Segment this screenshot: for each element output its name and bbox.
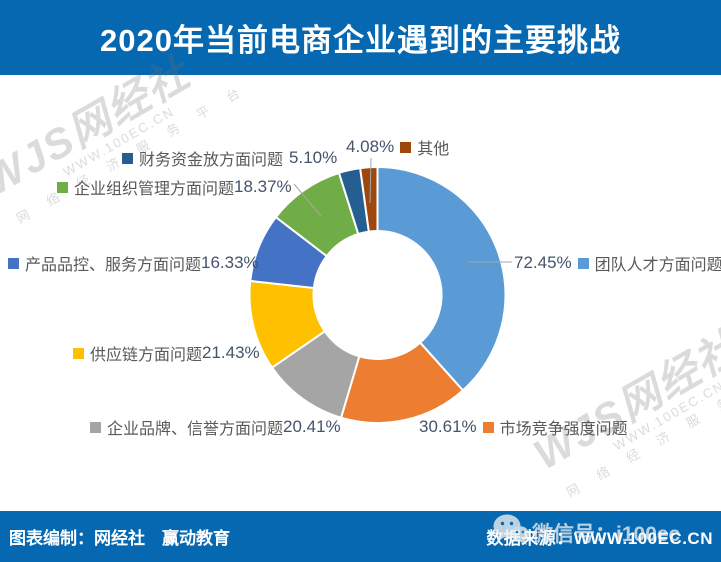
slice-label-finance-capital: 5.10% 财务资金放方面问题 (122, 146, 337, 170)
slice-label-org-management: 18.37% 企业组织管理方面问题 (57, 175, 292, 199)
slice-label-brand-reputation: 20.41% 企业品牌、信誉方面问题 (90, 415, 341, 439)
pie-slice-0 (376, 165, 507, 392)
slice-label-team-talent: 72.45% 团队人才方面问题 (514, 251, 721, 275)
slice-label-other: 4.08% 其他 (346, 135, 449, 159)
slice-percent: 5.10% (289, 148, 338, 167)
pie-slice-7 (359, 165, 379, 233)
legend-marker (8, 257, 19, 269)
slice-name: 企业品牌、信誉方面问题 (107, 421, 284, 438)
page-title: 2020年当前电商企业遇到的主要挑战 (100, 23, 621, 58)
slice-label-supply-chain: 21.43% 供应链方面问题 (73, 341, 260, 365)
leader-line (293, 183, 322, 217)
slice-percent: 30.61% (419, 417, 477, 436)
slice-name: 团队人才方面问题 (594, 257, 721, 274)
chart-area: WJS网经社 WWW.100EC.CN 网 络 经 济 服 务 平 台 WJS网… (0, 49, 721, 511)
slice-label-product-quality: 16.33% 产品品控、服务方面问题 (8, 251, 259, 275)
slice-percent: 16.33% (201, 253, 259, 272)
legend-marker (90, 421, 101, 433)
legend-marker (577, 257, 589, 269)
legend-marker (400, 141, 412, 153)
slice-name: 企业组织管理方面问题 (74, 181, 235, 198)
slice-percent: 72.45% (514, 253, 572, 272)
donut-chart (0, 75, 721, 511)
leader-line (369, 157, 372, 204)
legend-marker (57, 181, 68, 193)
footer-bar: 图表编制：网经社 赢动教育 数据来源：WWW.100EC.CN (0, 511, 721, 562)
slice-name: 市场竞争强度问题 (499, 421, 628, 438)
donut-svg (248, 157, 512, 425)
legend-marker (73, 347, 84, 359)
slice-name: 其他 (417, 141, 450, 158)
header-bar: 2020年当前电商企业遇到的主要挑战 (0, 0, 721, 75)
slice-name: 供应链方面问题 (90, 347, 203, 364)
slice-name: 产品品控、服务方面问题 (25, 257, 202, 274)
chart-credit: 图表编制：网经社 赢动教育 (9, 529, 230, 548)
legend-marker (482, 421, 494, 433)
slice-percent: 20.41% (283, 417, 341, 436)
slice-percent: 4.08% (346, 137, 395, 156)
slice-percent: 21.43% (202, 343, 260, 362)
slice-percent: 18.37% (234, 177, 292, 196)
legend-marker (122, 152, 133, 164)
slice-label-market-competition: 30.61% 市场竞争强度问题 (419, 415, 628, 439)
slice-name: 财务资金放方面问题 (139, 152, 284, 169)
wechat-id-text: 微信号：i100ec (532, 522, 681, 546)
wechat-watermark: 微信号：i100ec (492, 513, 680, 552)
data-source: 数据来源：WWW.100EC.CN (486, 529, 713, 548)
wechat-icon (492, 513, 530, 552)
